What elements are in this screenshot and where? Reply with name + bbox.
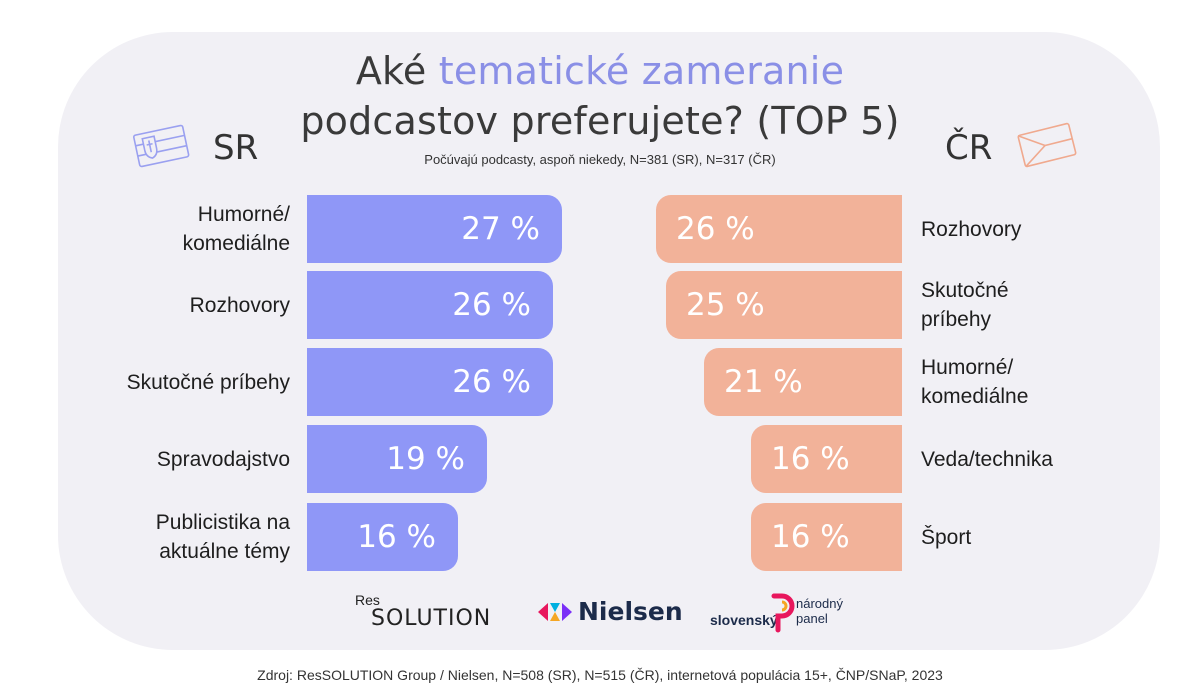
category-label-text: Rozhovory	[189, 293, 290, 317]
bar-value-label: 16 %	[357, 519, 436, 555]
ressolution-logo-top: Res	[355, 592, 380, 608]
category-label-text: Skutočné príbehy	[126, 370, 290, 394]
bar-value-label: 25 %	[686, 287, 765, 323]
chart-card	[58, 32, 1160, 650]
category-label-text: Humorné/ komediálne	[921, 356, 1029, 408]
bar-value-label: 16 %	[771, 441, 850, 477]
category-label-text: Rozhovory	[921, 217, 1022, 241]
category-label-text: Veda/technika	[921, 447, 1053, 471]
chart-subtitle: Počúvajú podcasty, aspoň niekedy, N=381 …	[424, 152, 776, 167]
snp-logo-icon	[771, 593, 795, 633]
category-label-sr-3: Skutočné príbehy	[40, 348, 290, 416]
bar-value-label: 16 %	[771, 519, 850, 555]
category-label-text: Skutočné príbehy	[921, 279, 1009, 331]
bar-cr-1: 26 %	[656, 195, 902, 263]
category-label-sr-4: Spravodajstvo	[40, 425, 290, 493]
title-prefix: Aké	[355, 49, 439, 93]
category-label-text: Šport	[921, 525, 972, 549]
bar-cr-3: 21 %	[704, 348, 902, 416]
bar-cr-4: 16 %	[751, 425, 902, 493]
bar-sr-4: 19 %	[307, 425, 487, 493]
category-label-cr-2: Skutočné príbehy	[921, 271, 1161, 339]
snp-logo-left: slovenský	[710, 612, 778, 628]
slovak-flag-icon	[132, 124, 190, 168]
snp-logo-right: národný panel	[796, 596, 843, 626]
category-label-cr-1: Rozhovory	[921, 195, 1161, 263]
bar-value-label: 27 %	[461, 211, 540, 247]
czech-flag-icon	[1017, 122, 1077, 168]
bar-value-label: 26 %	[452, 287, 531, 323]
category-label-sr-2: Rozhovory	[40, 271, 290, 339]
nielsen-logo-icon	[538, 603, 572, 621]
category-label-cr-3: Humorné/ komediálne	[921, 348, 1161, 416]
chart-title: Aké tematické zameranie podcastov prefer…	[0, 46, 1200, 146]
bar-cr-5: 16 %	[751, 503, 902, 571]
bar-sr-2: 26 %	[307, 271, 553, 339]
bar-sr-1: 27 %	[307, 195, 562, 263]
country-label-sr: SR	[213, 128, 259, 168]
bar-sr-5: 16 %	[307, 503, 458, 571]
category-label-cr-5: Šport	[921, 503, 1161, 571]
bar-value-label: 19 %	[386, 441, 465, 477]
category-label-sr-1: Humorné/ komediálne	[40, 195, 290, 263]
source-note: Zdroj: ResSOLUTION Group / Nielsen, N=50…	[257, 667, 943, 683]
category-label-text: Humorné/ komediálne	[182, 203, 290, 255]
bar-value-label: 21 %	[724, 364, 803, 400]
title-line2: podcastov preferujete? (TOP 5)	[300, 99, 900, 143]
bar-cr-2: 25 %	[666, 271, 902, 339]
category-label-text: Publicistika na aktuálne témy	[155, 511, 290, 563]
ressolution-logo: SOLUTION	[371, 606, 492, 631]
bar-sr-3: 26 %	[307, 348, 553, 416]
country-label-cr: ČR	[945, 128, 993, 168]
bar-value-label: 26 %	[452, 364, 531, 400]
nielsen-logo: Nielsen	[578, 597, 683, 626]
category-label-cr-4: Veda/technika	[921, 425, 1161, 493]
category-label-text: Spravodajstvo	[156, 447, 290, 471]
bar-value-label: 26 %	[676, 211, 755, 247]
title-accent: tematické zameranie	[438, 49, 845, 93]
category-label-sr-5: Publicistika na aktuálne témy	[40, 503, 290, 571]
